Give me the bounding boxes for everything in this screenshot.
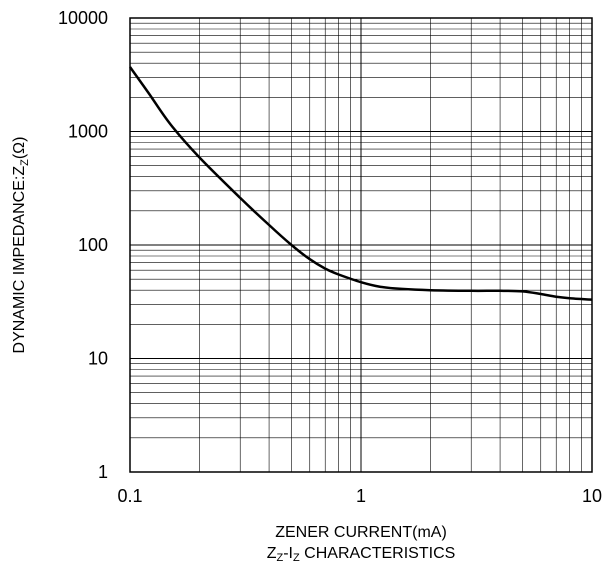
y-tick-label: 10000 — [58, 8, 108, 28]
y-tick-label: 10 — [88, 349, 108, 369]
y-axis-title-sub: Z — [19, 159, 31, 166]
tick-labels: 0.1 1 10 1 10 100 1000 10000 — [58, 8, 602, 506]
y-axis-title: DYNAMIC IMPEDANCE:ZZ(Ω) — [11, 137, 31, 354]
caption-z-sub: Z — [276, 552, 284, 564]
grid — [130, 18, 592, 472]
x-tick-label: 1 — [356, 486, 366, 506]
y-axis-title-text: DYNAMIC IMPEDANCE:Z — [11, 166, 28, 354]
y-tick-label: 1 — [98, 462, 108, 482]
caption-rest: CHARACTERISTICS — [299, 545, 456, 562]
caption-dash: - — [283, 545, 289, 562]
caption-z: Z — [266, 545, 277, 562]
x-tick-label: 0.1 — [117, 486, 142, 506]
chart-caption: ZZ-IZ CHARACTERISTICS — [130, 543, 592, 569]
x-axis-title: ZENER CURRENT(mA) — [275, 524, 447, 541]
y-axis-title-unit: (Ω) — [11, 137, 28, 160]
y-tick-label: 1000 — [68, 122, 108, 142]
series-line — [128, 66, 593, 301]
x-tick-label: 10 — [582, 486, 602, 506]
y-tick-label: 100 — [78, 235, 108, 255]
plot-frame — [129, 17, 593, 473]
caption-i: I — [288, 545, 293, 562]
caption-i-sub: Z — [292, 552, 300, 564]
